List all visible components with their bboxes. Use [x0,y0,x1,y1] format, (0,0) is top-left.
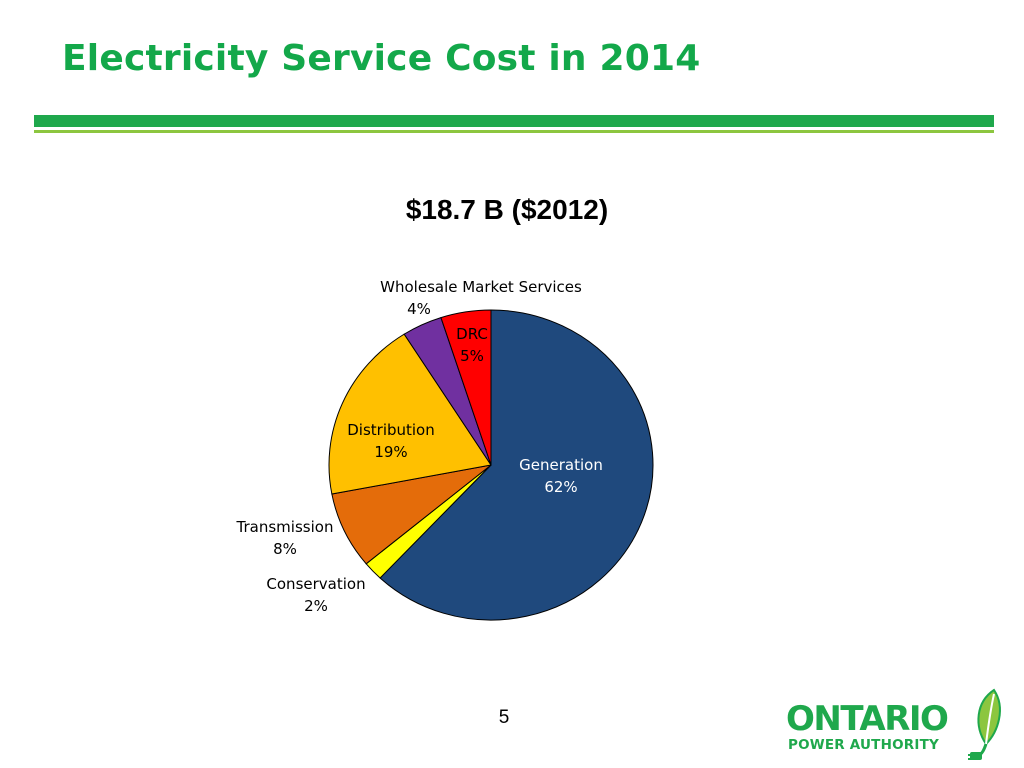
pie-slice-drc [440,309,492,466]
leaf-plug-icon [968,688,1001,760]
chart-title: $18.7 B ($2012) [406,194,608,225]
slide-title: Electricity Service Cost in 2014 [62,38,701,79]
pie-label-generation: Generation 62% [519,456,603,496]
pie-label-transmission: Transmission 8% [236,518,334,558]
pie-slice-distribution [328,333,492,495]
pie-label-wholesale-market-services: Wholesale Market Services 4% [380,278,582,318]
pie-label-drc: DRC 5% [456,325,488,365]
pie-labels: Generation 62% Conservation 2% Transmission 8… [236,278,603,615]
logo-wordmark: ONTARIO [786,699,949,739]
pie-slice-generation [379,309,654,621]
pie-label-distribution: Distribution 19% [347,421,435,461]
page-number: 5 [498,707,510,728]
pie-chart: $18.7 B ($2012) Generation 62% Conservatio… [236,194,654,621]
ontario-power-authority-logo: ONTARIO POWER AUTHORITY [786,686,1014,764]
pie-label-conservation: Conservation 2% [266,575,365,615]
title-underline-thick [34,115,994,127]
pie-slices [328,309,654,621]
logo-subtitle: POWER AUTHORITY [788,737,939,753]
title-underline-thin [34,130,994,133]
